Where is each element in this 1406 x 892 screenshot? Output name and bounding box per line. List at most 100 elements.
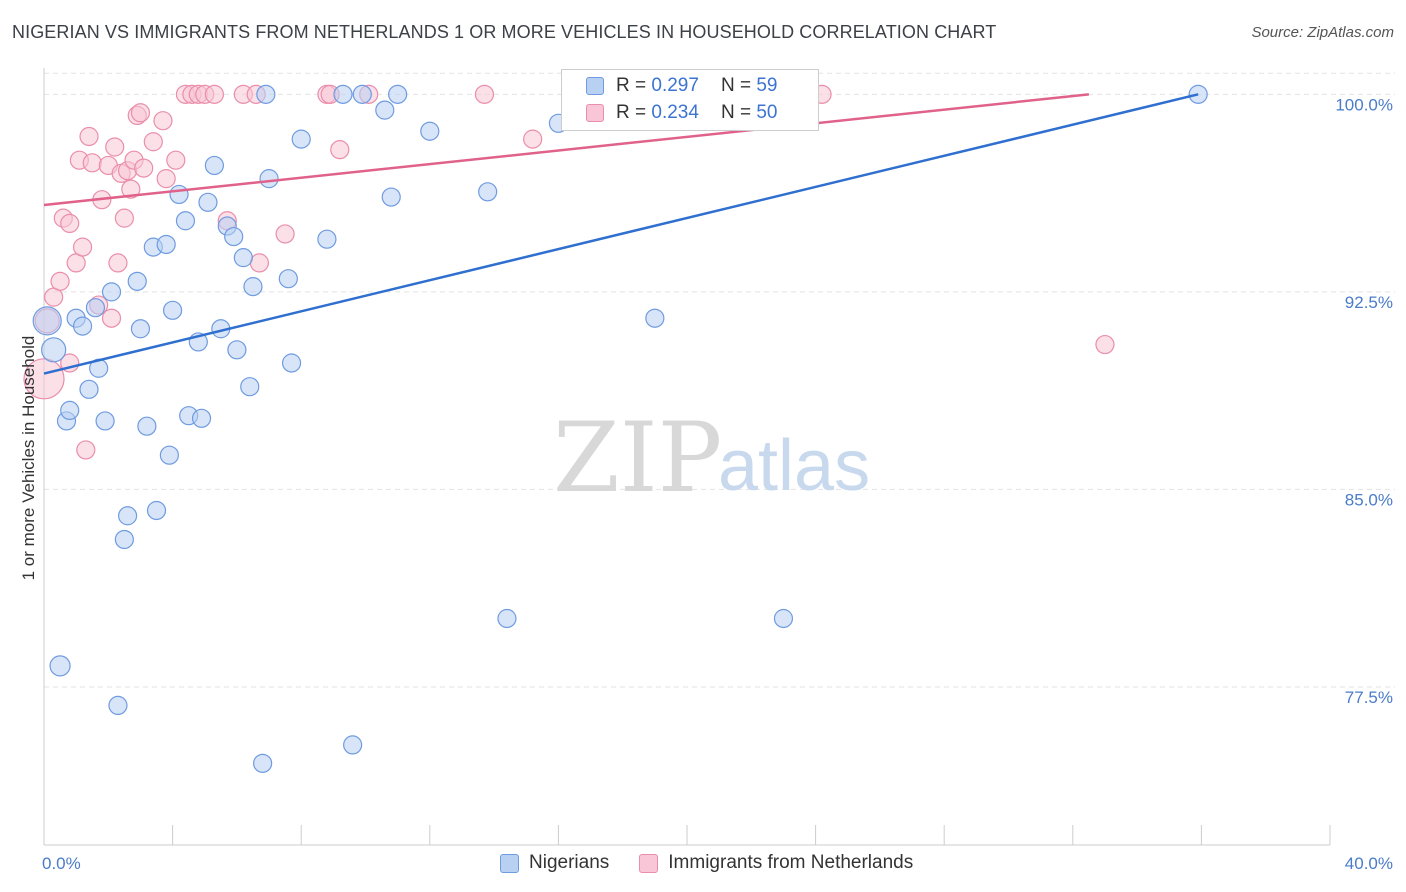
- x-axis-ticks: [43, 825, 1331, 845]
- netherlands-point: [76, 440, 96, 460]
- y-tick-label: 85.0%: [1345, 490, 1393, 509]
- legend-row-nigerians: R = 0.297 N = 59: [586, 74, 777, 98]
- nigerians-point: [478, 182, 498, 202]
- nigerians-point: [497, 608, 517, 629]
- legend-r-label: R =: [616, 102, 647, 123]
- netherlands-point: [105, 137, 125, 157]
- nigerians-point: [420, 121, 440, 141]
- y-tick-label: 100.0%: [1335, 95, 1393, 114]
- legend-swatch-pink: [586, 104, 604, 122]
- nigerians-point: [79, 379, 99, 399]
- legend-r-label: R =: [616, 75, 647, 96]
- netherlands-point: [330, 140, 350, 160]
- netherlands-point: [523, 129, 543, 149]
- nigerians-point: [108, 695, 128, 716]
- nigerians-point: [159, 445, 179, 465]
- netherlands-point: [474, 84, 495, 104]
- y-tick-label: 77.5%: [1345, 688, 1393, 707]
- nigerians-point: [85, 298, 106, 318]
- legend-n-value: 50: [756, 102, 778, 123]
- nigerians-point: [281, 353, 302, 373]
- netherlands-point: [166, 150, 186, 170]
- bottom-legend-label: Immigrants from Netherlands: [668, 852, 914, 873]
- nigerians-point: [49, 655, 71, 677]
- netherlands-point: [108, 253, 128, 273]
- netherlands-point: [143, 132, 163, 152]
- nigerians-point: [137, 416, 157, 436]
- nigerians-point: [240, 377, 260, 397]
- nigerians-point: [645, 308, 665, 328]
- nigerians-point: [291, 129, 311, 149]
- legend-n-label: N =: [720, 102, 752, 123]
- nigerians-point: [259, 169, 279, 189]
- legend: R = 0.297 N = 59 R = 0.234 N = 50: [561, 69, 819, 131]
- netherlands-point: [156, 169, 176, 189]
- nigerians-point: [191, 408, 212, 428]
- netherlands-point: [23, 358, 65, 400]
- nigerians-point: [72, 316, 93, 336]
- x-tick-label-min: 0.0%: [42, 854, 81, 873]
- legend-n-value: 59: [756, 75, 778, 96]
- nigerians-point: [773, 608, 794, 629]
- nigerians-point: [333, 84, 353, 104]
- nigerians-point: [32, 306, 62, 336]
- bottom-legend-label: Nigerians: [529, 852, 610, 873]
- nigerians-point: [169, 184, 189, 205]
- netherlands-point: [82, 153, 102, 173]
- nigerians-point: [146, 500, 167, 521]
- nigerians-point: [175, 211, 196, 231]
- netherlands-point: [153, 111, 173, 131]
- netherlands-point: [249, 253, 270, 273]
- trend-line-netherlands: [43, 93, 1090, 207]
- nigerians-point: [127, 271, 147, 291]
- netherlands-point: [1095, 334, 1115, 355]
- y-tick-label: 92.5%: [1345, 293, 1393, 312]
- legend-row-netherlands: R = 0.234 N = 50: [586, 101, 777, 125]
- nigerians-point: [41, 337, 67, 363]
- y-tick-labels: 77.5% 85.0% 92.5% 100.0%: [1335, 95, 1393, 707]
- netherlands-point: [114, 208, 134, 228]
- nigerians-point: [243, 277, 263, 297]
- nigerians-point: [352, 84, 372, 104]
- nigerians-point: [343, 735, 363, 755]
- chart-title: NIGERIAN VS IMMIGRANTS FROM NETHERLANDS …: [12, 22, 997, 42]
- legend-swatch-blue: [586, 77, 604, 95]
- nigerians-point: [227, 340, 247, 360]
- watermark-zip: ZIP: [553, 402, 722, 514]
- x-tick-label-max: 40.0%: [1345, 854, 1393, 873]
- netherlands-point: [101, 308, 122, 328]
- bottom-legend-swatch-blue: [500, 853, 519, 873]
- nigerians-point: [60, 400, 80, 421]
- legend-r-value: 0.234: [651, 102, 699, 123]
- nigerians-point: [278, 269, 298, 289]
- y-axis-label: 1 or more Vehicles in Household: [19, 336, 38, 581]
- nigerians-point: [198, 192, 218, 212]
- legend-r-value: 0.297: [651, 75, 699, 96]
- trend-lines: [43, 93, 1199, 375]
- nigerians-point: [204, 155, 224, 176]
- nigerians-point: [101, 282, 122, 302]
- nigerians-point: [381, 187, 401, 207]
- netherlands-point: [72, 237, 93, 257]
- nigerians-point: [163, 300, 183, 320]
- netherlands-point: [204, 84, 224, 104]
- nigerians-point: [130, 319, 151, 339]
- nigerians-point: [233, 248, 253, 268]
- netherlands-point: [60, 213, 80, 233]
- nigerians-point: [253, 753, 273, 773]
- netherlands-point: [79, 126, 99, 147]
- nigerians-point: [224, 226, 244, 247]
- bottom-legend: Nigerians Immigrants from Netherlands: [500, 852, 943, 874]
- nigerians-point: [95, 411, 115, 431]
- netherlands-point: [50, 271, 70, 291]
- nigerians-point: [256, 84, 276, 104]
- bottom-legend-netherlands[interactable]: Immigrants from Netherlands: [639, 852, 913, 874]
- bottom-legend-swatch-pink: [639, 853, 659, 873]
- nigerians-point: [114, 529, 134, 550]
- netherlands-point: [134, 158, 154, 178]
- bottom-legend-nigerians[interactable]: Nigerians: [500, 852, 609, 874]
- nigerians-point: [117, 506, 138, 526]
- nigerians-point: [375, 100, 395, 120]
- watermark-atlas: atlas: [718, 426, 870, 506]
